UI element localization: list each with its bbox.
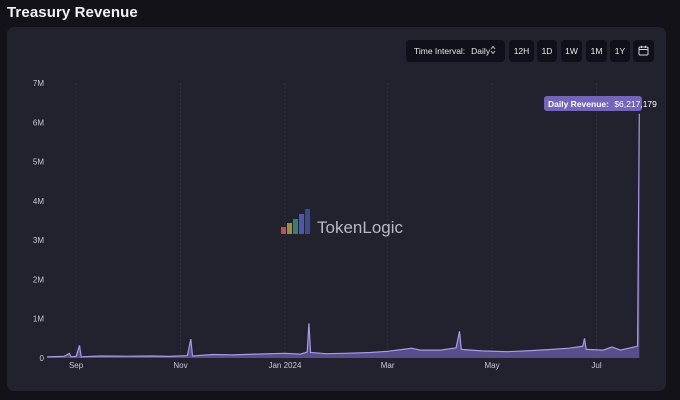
tooltip-label: Daily Revenue: — [548, 99, 609, 109]
revenue-line — [46, 113, 640, 358]
y-tick-label: 3M — [33, 236, 44, 245]
svg-text:Daily Revenue: $6,217,17: Daily Revenue: $6,217,179 — [548, 99, 657, 109]
y-tick-label: 7M — [33, 79, 44, 88]
x-tick-label: Sep — [69, 361, 84, 370]
time-interval-select[interactable]: Time Interval: Daily — [406, 40, 505, 62]
x-tick-label: Nov — [173, 361, 187, 370]
x-tick-label: Mar — [381, 361, 395, 370]
y-tick-label: 2M — [33, 275, 44, 284]
x-tick-label: Jul — [591, 361, 601, 370]
page-title: Treasury Revenue — [7, 4, 138, 21]
x-tick-label: May — [485, 361, 500, 370]
y-tick-label: 1M — [33, 315, 44, 324]
range-12h-button[interactable]: 12H — [509, 40, 534, 62]
tooltip-value: $6,217,179 — [614, 99, 657, 109]
calendar-button[interactable] — [633, 40, 654, 62]
calendar-icon — [638, 45, 649, 58]
tokenlogic-logo-icon — [281, 209, 310, 234]
y-tick-label: 0 — [40, 354, 45, 363]
range-1y-button[interactable]: 1Y — [610, 40, 630, 62]
y-tick-label: 6M — [33, 118, 44, 127]
tokenlogic-watermark: TokenLogic — [281, 209, 404, 237]
time-interval-label: Time Interval: — [414, 46, 466, 56]
x-tick-label: Jan 2024 — [268, 361, 301, 370]
watermark-text: TokenLogic — [317, 218, 404, 237]
y-tick-label: 5M — [33, 158, 44, 167]
chart-card — [7, 27, 666, 391]
revenue-tooltip: Daily Revenue: $6,217,179 — [544, 96, 657, 111]
chevron-updown-icon — [490, 45, 496, 56]
range-1w-button[interactable]: 1W — [561, 40, 582, 62]
range-1d-button[interactable]: 1D — [537, 40, 557, 62]
time-interval-value: Daily — [471, 46, 491, 56]
range-1m-button[interactable]: 1M — [586, 40, 607, 62]
y-tick-label: 4M — [33, 197, 44, 206]
chart-toolbar: Time Interval: Daily 12H 1D 1W 1M 1Y — [0, 40, 680, 62]
